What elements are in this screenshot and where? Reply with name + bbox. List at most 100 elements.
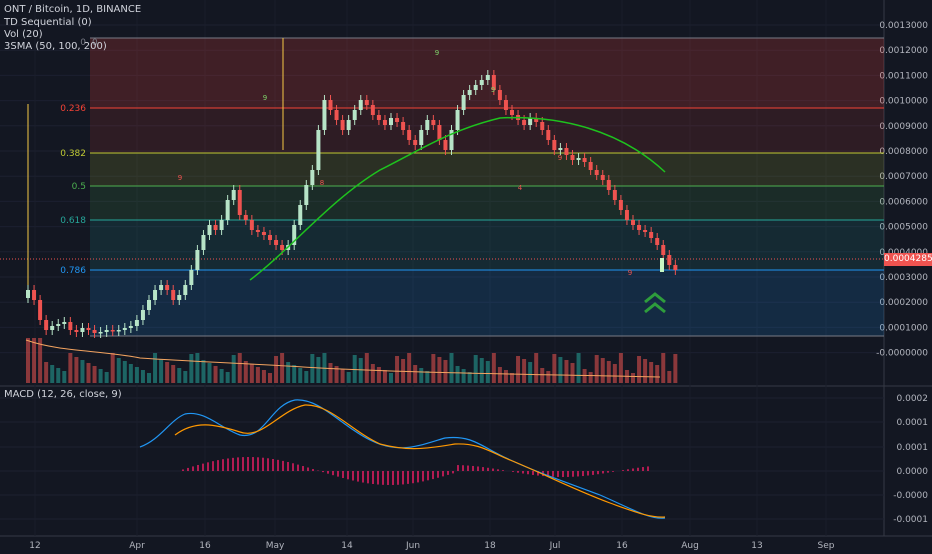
candle-body[interactable] xyxy=(606,180,611,190)
candle-body[interactable] xyxy=(667,255,672,265)
candle-body[interactable] xyxy=(237,190,242,215)
candle-body[interactable] xyxy=(528,118,533,125)
candle-body[interactable] xyxy=(110,330,115,332)
candle-body[interactable] xyxy=(413,140,418,145)
candle-body[interactable] xyxy=(128,326,133,328)
candle-body[interactable] xyxy=(522,120,527,125)
candle-body[interactable] xyxy=(558,148,563,150)
candle-body[interactable] xyxy=(183,285,188,295)
candle-body[interactable] xyxy=(26,290,30,298)
candle-body[interactable] xyxy=(395,118,400,122)
legend-sma[interactable]: 3SMA (50, 100, 200) xyxy=(4,41,107,52)
candle-body[interactable] xyxy=(600,175,605,180)
candle-body[interactable] xyxy=(213,225,218,230)
candle-body[interactable] xyxy=(637,225,642,230)
candle-body[interactable] xyxy=(370,105,375,115)
candle-body[interactable] xyxy=(340,120,345,130)
candle-body[interactable] xyxy=(219,220,224,230)
legend-macd[interactable]: MACD (12, 26, close, 9) xyxy=(4,389,122,400)
candle-body[interactable] xyxy=(576,158,581,160)
candle-body[interactable] xyxy=(624,210,629,220)
candle-body[interactable] xyxy=(437,125,442,140)
legend-td-sequential[interactable]: TD Sequential (0) xyxy=(4,17,92,28)
candle-body[interactable] xyxy=(274,240,279,245)
candle-body[interactable] xyxy=(68,322,73,330)
candle-body[interactable] xyxy=(503,100,508,110)
candle-body[interactable] xyxy=(328,100,333,110)
candle-body[interactable] xyxy=(159,285,164,290)
candle-body[interactable] xyxy=(104,330,109,332)
candle-body[interactable] xyxy=(491,75,496,90)
candle-body[interactable] xyxy=(280,245,285,250)
candle-body[interactable] xyxy=(44,320,49,330)
candle-body[interactable] xyxy=(122,328,127,330)
candle-body[interactable] xyxy=(62,322,67,324)
candle-body[interactable] xyxy=(461,95,466,110)
candle-body[interactable] xyxy=(86,328,91,330)
candle-body[interactable] xyxy=(661,245,666,255)
candle-body[interactable] xyxy=(643,230,648,232)
candle-body[interactable] xyxy=(98,332,103,334)
candle-body[interactable] xyxy=(147,300,151,310)
candle-body[interactable] xyxy=(510,110,514,115)
candle-body[interactable] xyxy=(243,215,248,220)
candle-body[interactable] xyxy=(298,205,303,225)
last-candle[interactable] xyxy=(660,258,664,272)
candle-body[interactable] xyxy=(92,330,97,333)
candle-body[interactable] xyxy=(165,285,170,290)
candle-body[interactable] xyxy=(570,155,575,160)
price-pane[interactable] xyxy=(0,0,884,385)
candle-body[interactable] xyxy=(588,162,593,170)
candle-body[interactable] xyxy=(310,170,315,185)
candle-body[interactable] xyxy=(389,118,393,125)
candle-body[interactable] xyxy=(407,130,412,140)
candle-body[interactable] xyxy=(177,295,182,300)
candle-body[interactable] xyxy=(334,110,339,120)
candle-body[interactable] xyxy=(255,230,260,232)
candle-body[interactable] xyxy=(261,232,266,235)
candle-body[interactable] xyxy=(153,290,158,300)
candle-body[interactable] xyxy=(231,190,236,200)
candle-body[interactable] xyxy=(479,80,484,85)
candle-body[interactable] xyxy=(249,220,254,230)
candle-body[interactable] xyxy=(382,120,387,125)
candle-body[interactable] xyxy=(612,190,617,200)
candle-body[interactable] xyxy=(497,90,502,100)
candle-body[interactable] xyxy=(473,85,478,90)
candle-body[interactable] xyxy=(80,328,85,332)
candle-body[interactable] xyxy=(207,225,212,235)
candle-body[interactable] xyxy=(376,115,381,120)
candle-body[interactable] xyxy=(189,270,194,285)
candle-body[interactable] xyxy=(364,100,369,105)
candle-body[interactable] xyxy=(322,100,327,130)
candle-body[interactable] xyxy=(56,324,61,326)
candle-body[interactable] xyxy=(631,220,635,225)
candle-body[interactable] xyxy=(582,158,587,162)
candle-body[interactable] xyxy=(594,170,599,175)
candle-body[interactable] xyxy=(292,225,297,245)
candle-body[interactable] xyxy=(140,310,145,320)
candle-body[interactable] xyxy=(419,130,424,145)
candle-body[interactable] xyxy=(50,326,55,330)
candle-body[interactable] xyxy=(546,130,551,140)
candle-body[interactable] xyxy=(346,120,351,130)
candle-body[interactable] xyxy=(534,118,539,122)
candle-body[interactable] xyxy=(673,265,678,270)
candle-body[interactable] xyxy=(618,200,623,210)
legend-vol[interactable]: Vol (20) xyxy=(4,29,43,40)
candle-body[interactable] xyxy=(32,290,37,300)
candle-body[interactable] xyxy=(540,122,545,130)
candle-body[interactable] xyxy=(304,185,309,205)
candle-body[interactable] xyxy=(564,148,569,155)
candle-body[interactable] xyxy=(552,140,557,150)
candle-body[interactable] xyxy=(401,122,406,130)
candle-body[interactable] xyxy=(449,130,454,150)
candle-body[interactable] xyxy=(425,120,430,130)
candle-body[interactable] xyxy=(352,110,357,120)
candle-body[interactable] xyxy=(38,300,43,320)
candle-body[interactable] xyxy=(201,235,206,250)
candle-body[interactable] xyxy=(431,120,436,125)
candle-body[interactable] xyxy=(268,235,272,240)
